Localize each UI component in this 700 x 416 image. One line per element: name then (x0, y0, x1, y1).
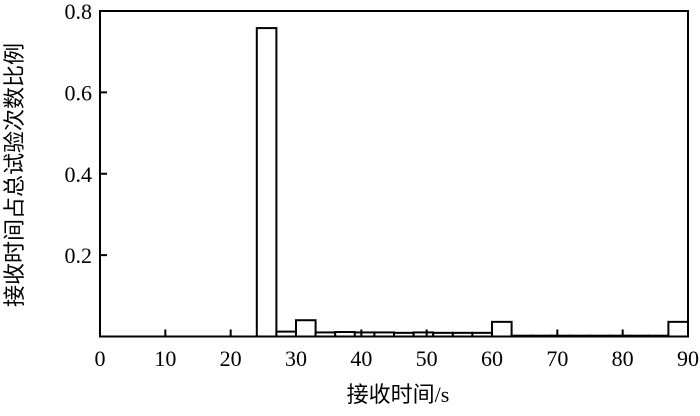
x-tick-label: 0 (95, 346, 106, 371)
x-axis-label: 接收时间/s (347, 382, 450, 407)
y-tick-label: 0.2 (65, 243, 93, 268)
x-tick-label: 20 (220, 346, 242, 371)
x-tick-label: 60 (481, 346, 503, 371)
bar (255, 27, 278, 338)
x-tick-label: 90 (677, 346, 699, 371)
plot-frame (99, 10, 689, 338)
y-tick-label: 0.8 (65, 0, 93, 24)
bars (255, 27, 690, 338)
y-tick-label: 0.6 (65, 80, 93, 105)
x-tick-label: 10 (154, 346, 176, 371)
x-tick-label: 30 (285, 346, 307, 371)
bar (295, 319, 317, 338)
x-tick-label: 40 (350, 346, 372, 371)
x-tick-label: 70 (546, 346, 568, 371)
x-tick-label: 80 (612, 346, 634, 371)
y-axis-label: 接收时间占总试验次数比例 (2, 43, 27, 307)
y-tick-label: 0.4 (65, 162, 93, 187)
x-tick-label: 50 (416, 346, 438, 371)
bar (667, 320, 690, 338)
bar (491, 320, 513, 338)
ticks: 0 10 20 30 40 50 60 70 80 90 0.2 0.4 0.6 0.8 (65, 0, 700, 371)
